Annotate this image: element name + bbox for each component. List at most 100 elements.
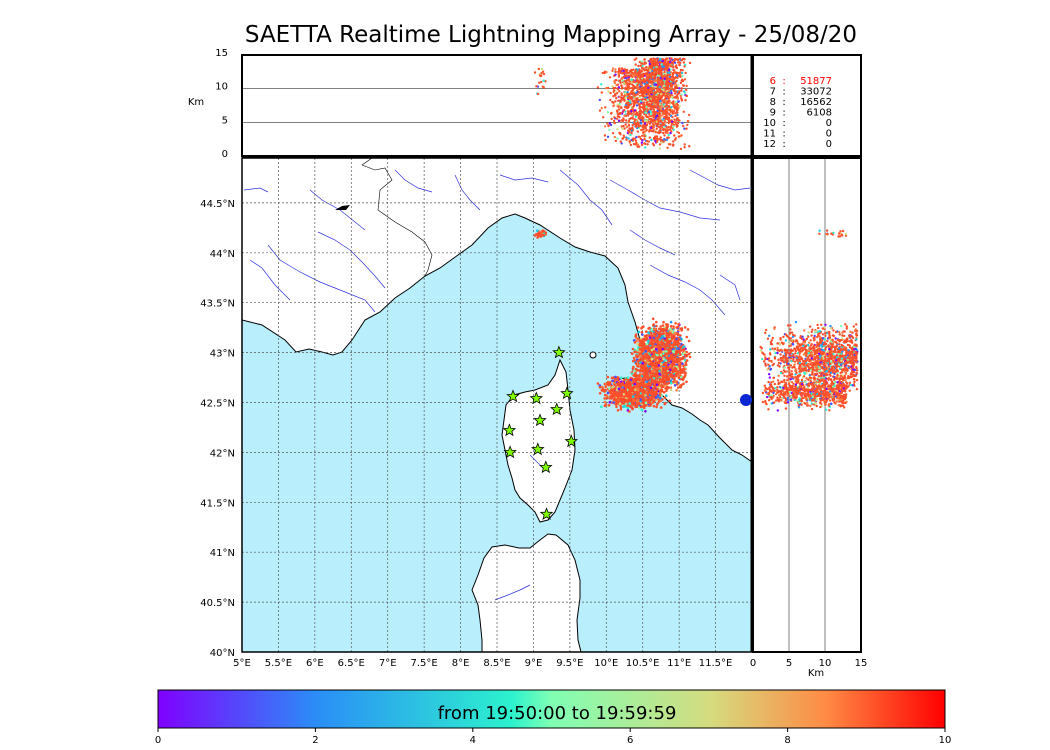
lightning-point	[651, 369, 654, 373]
lightning-point	[646, 359, 649, 363]
lightning-point	[614, 398, 618, 402]
lightning-point	[644, 349, 648, 353]
lightning-point	[536, 232, 540, 236]
lightning-point	[671, 376, 675, 379]
lightning-point	[651, 317, 655, 321]
lightning-point-altitude	[675, 109, 679, 113]
lightning-point	[680, 349, 683, 352]
lightning-point-altitude	[640, 62, 643, 65]
lightning-point	[655, 403, 659, 406]
lightning-point	[637, 346, 640, 349]
lightning-point	[672, 335, 675, 339]
lightning-point	[680, 342, 683, 346]
lightning-point	[669, 379, 673, 383]
lightning-point	[639, 387, 642, 391]
lightning-point	[633, 382, 637, 386]
lightning-point	[616, 382, 619, 386]
lightning-point	[655, 324, 658, 328]
lightning-point-altitude	[684, 99, 687, 102]
lightning-point	[672, 325, 675, 328]
lightning-point	[684, 355, 687, 358]
lightning-point	[685, 335, 689, 339]
lightning-point	[656, 370, 659, 374]
lightning-point	[669, 327, 672, 331]
lightning-point	[668, 341, 671, 345]
lightning-point	[662, 320, 665, 324]
lightning-point	[671, 350, 675, 353]
lightning-point	[677, 386, 680, 389]
lightning-point-altitude	[672, 128, 675, 131]
lightning-point	[679, 353, 682, 356]
lightning-point-altitude	[641, 139, 644, 142]
lightning-point-altitude	[677, 131, 681, 135]
lightning-point	[658, 350, 662, 354]
lightning-point	[645, 330, 648, 333]
lightning-point	[657, 398, 660, 401]
lightning-point	[688, 355, 692, 359]
lightning-point	[674, 373, 678, 376]
lightning-point-altitude	[678, 87, 681, 90]
lightning-point	[633, 350, 636, 354]
lightning-point	[654, 381, 657, 384]
lightning-point-altitude	[687, 113, 691, 117]
lightning-point	[601, 388, 605, 391]
lightning-point	[652, 352, 655, 355]
lightning-point	[606, 375, 610, 379]
lightning-point	[633, 380, 636, 383]
lightning-point	[641, 340, 645, 343]
lightning-point	[685, 380, 688, 384]
lightning-point	[636, 382, 640, 386]
lightning-point	[677, 338, 681, 341]
lightning-point	[661, 335, 664, 338]
lightning-point	[669, 388, 673, 392]
lightning-point	[634, 333, 638, 337]
lightning-point	[610, 396, 614, 399]
lightning-point	[669, 386, 673, 389]
lightning-point	[637, 330, 641, 334]
lightning-point	[630, 399, 633, 402]
lightning-point	[654, 396, 658, 399]
lightning-point-altitude	[667, 104, 670, 108]
lightning-point	[683, 351, 686, 355]
lightning-point	[665, 334, 669, 338]
lightning-point	[660, 359, 664, 362]
lightning-point	[653, 384, 656, 388]
lightning-point	[611, 386, 614, 389]
lightning-point	[623, 378, 626, 382]
lightning-point	[650, 331, 653, 335]
lightning-point	[634, 354, 638, 357]
lightning-point	[663, 337, 666, 340]
lightning-point	[541, 230, 544, 233]
lightning-point	[650, 328, 654, 331]
lightning-point-altitude	[685, 94, 688, 98]
lightning-point	[664, 379, 667, 382]
lightning-point-altitude	[672, 105, 675, 108]
lightning-point	[619, 406, 623, 409]
lightning-point	[668, 368, 672, 372]
lightning-point	[633, 399, 637, 403]
lightning-point	[668, 364, 672, 368]
lightning-point	[633, 341, 637, 344]
lightning-point-altitude	[658, 129, 661, 133]
lightning-point	[675, 341, 679, 344]
lightning-point-altitude	[668, 108, 672, 111]
lightning-point	[625, 382, 628, 386]
lightning-point	[639, 344, 643, 347]
lightning-point	[648, 388, 652, 392]
lightning-point-altitude	[644, 127, 647, 130]
lightning-point	[658, 372, 661, 376]
lightning-point	[659, 325, 662, 328]
lightning-point-altitude	[685, 88, 688, 92]
lightning-point	[640, 366, 643, 369]
lightning-point	[677, 376, 681, 380]
lightning-point-altitude	[633, 58, 636, 61]
lightning-point	[655, 388, 659, 392]
lightning-point	[640, 384, 644, 387]
lightning-point-altitude	[641, 134, 644, 137]
small-island	[589, 351, 597, 359]
lightning-point	[624, 389, 628, 392]
lightning-point	[635, 405, 639, 408]
lightning-point	[650, 401, 654, 405]
lightning-point	[600, 405, 603, 409]
lightning-point	[634, 397, 637, 401]
